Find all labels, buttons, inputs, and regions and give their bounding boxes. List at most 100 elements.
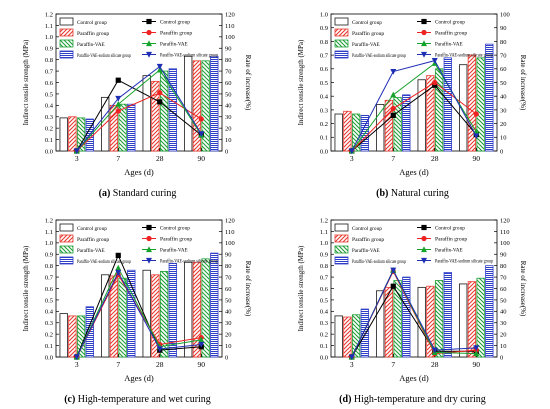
bar-s4-28d <box>443 272 452 358</box>
bar-s4-90d <box>485 265 494 358</box>
y-tick-label: 0.8 <box>320 39 328 46</box>
y-tick-label: 0.3 <box>45 114 53 121</box>
y2-tick-label: 10 <box>225 343 232 350</box>
legend-line-marker-2 <box>421 235 427 242</box>
bar-s2-7d <box>109 104 119 152</box>
bar-s4-7d <box>402 276 411 358</box>
rate-line-s1 <box>76 79 202 152</box>
x-tick-label: 28 <box>156 154 164 163</box>
y2-tick-label: 20 <box>225 126 232 133</box>
y2-tick-label: 110 <box>225 23 235 30</box>
bar-s1-3d <box>334 113 343 152</box>
bar-s2-3d <box>68 116 77 152</box>
rate-marker-s4-7d <box>390 267 397 274</box>
bar-s4-90d <box>485 43 494 152</box>
legend-bar-swatch-3 <box>334 39 349 48</box>
legend-bar-label-2: Paraffin group <box>77 236 110 243</box>
chart-panel-d: 0.0 0.1 0.2 0.3 0.4 0.5 0.6 0.7 0.8 0.9 1.0 1.1 1.2 0… <box>297 217 527 405</box>
legend-bar-label-4: Paraffin-VAE-sodium silicate group <box>77 258 131 265</box>
y2-tick-label: 90 <box>225 46 232 53</box>
y-tick-label: 1.0 <box>45 34 53 41</box>
rate-marker-s1-7d <box>390 283 396 289</box>
y2-tick-label: 80 <box>500 39 507 46</box>
legend-bar-swatch-3 <box>334 245 349 254</box>
bar-s2-90d <box>467 54 477 152</box>
panel-caption-text: Natural curing <box>388 188 449 199</box>
y2-tick-label: 70 <box>225 68 232 75</box>
y-axis-title: Indirect tensile strength (MPa) <box>22 39 30 125</box>
rate-marker-s1-7d <box>115 252 121 258</box>
y2-tick-label: 60 <box>500 66 507 73</box>
legend-line-marker-3 <box>421 246 427 253</box>
bar-s3-3d <box>76 315 86 358</box>
y2-tick-label: 120 <box>225 11 235 18</box>
y-tick-label: 1.1 <box>45 229 53 236</box>
bar-s2-7d <box>384 286 394 358</box>
bar-s2-28d <box>151 80 160 152</box>
y2-tick-label: 90 <box>500 25 507 32</box>
y2-tick-label: 30 <box>225 114 232 121</box>
rate-line-s3 <box>76 69 202 152</box>
rate-marker-s4-90d <box>198 131 205 138</box>
y-tick-label: 1.1 <box>45 23 53 30</box>
rate-marker-s4-28d <box>431 57 438 64</box>
legend-line-label-2: Paraffin group <box>435 30 468 37</box>
bar-s3-3d <box>76 117 86 152</box>
legend-line-marker-4 <box>146 257 152 264</box>
y-tick-label: 0.6 <box>45 80 54 87</box>
legend-line-label-4: Paraffin-VAE-sodium silicate group <box>160 52 218 59</box>
bar-s3-7d <box>393 97 402 152</box>
y-tick-label: 0.9 <box>320 252 328 259</box>
legend-line-label-3: Paraffin-VAE <box>160 247 188 254</box>
rate-marker-s4-90d <box>198 341 205 348</box>
legend-bar-swatch-2 <box>334 28 349 37</box>
legend-bar-swatch-4 <box>59 50 74 59</box>
rate-line-s2 <box>76 273 202 358</box>
rate-marker-s4-28d <box>431 347 438 354</box>
bar-s2-28d <box>426 285 435 358</box>
legend-bar-label-4: Paraffin-VAE-sodium silicate group <box>352 52 406 59</box>
legend-bar-label-2: Paraffin group <box>352 236 385 243</box>
bar-s3-7d <box>118 103 127 152</box>
x-tick-label: 3 <box>75 360 79 369</box>
bar-s1-3d <box>59 117 68 152</box>
legend-line-marker-3 <box>146 40 152 47</box>
y-tick-label: 0.7 <box>45 274 54 281</box>
y2-tick-label: 10 <box>225 137 232 144</box>
legend-bar-swatch-1 <box>334 223 349 232</box>
bar-s2-28d <box>426 75 435 152</box>
y2-tick-label: 80 <box>225 57 232 64</box>
rate-marker-s2-7d <box>115 108 121 114</box>
chart-panel-c: 0.0 0.1 0.2 0.3 0.4 0.5 0.6 0.7 0.8 0.9 1.0 1.1 1.2 0… <box>22 217 252 405</box>
rate-marker-s3-7d <box>115 264 122 271</box>
x-tick-label: 7 <box>116 154 120 163</box>
rate-marker-s4-90d <box>473 133 480 140</box>
legend-line-marker-3 <box>421 40 427 47</box>
y-tick-label: 0.2 <box>320 332 328 339</box>
bar-s1-7d <box>376 104 385 152</box>
bar-s4-3d <box>360 308 369 358</box>
rate-marker-s4-7d <box>115 95 122 102</box>
legend-bar-swatch-2 <box>59 234 74 243</box>
x-axis-title: Ages (d) <box>399 373 429 383</box>
bar-s3-90d <box>476 277 485 358</box>
bar-s3-28d <box>159 70 169 152</box>
bar-s4-7d <box>402 94 411 152</box>
legend-bar-swatch-2 <box>59 28 74 37</box>
x-tick-label: 28 <box>156 360 164 369</box>
bar-s4-7d <box>127 103 136 152</box>
bar-s2-90d <box>192 261 202 358</box>
y-tick-label: 0.4 <box>320 309 329 316</box>
rate-marker-s2-28d <box>157 90 163 96</box>
bar-s2-7d <box>109 275 119 358</box>
rate-line-s1 <box>351 285 477 358</box>
rate-marker-s2-7d <box>390 105 396 112</box>
y-tick-label: 0.6 <box>320 286 329 293</box>
y-tick-label: 0.7 <box>45 68 54 75</box>
legend-bar-swatch-4 <box>334 50 349 59</box>
y-tick-label: 0.2 <box>320 121 328 128</box>
rate-line-s1 <box>76 254 202 358</box>
legend-bar-label-1: Control group <box>352 226 382 232</box>
y-tick-label: 0.4 <box>45 103 54 110</box>
y-tick-label: 1.2 <box>320 217 328 224</box>
